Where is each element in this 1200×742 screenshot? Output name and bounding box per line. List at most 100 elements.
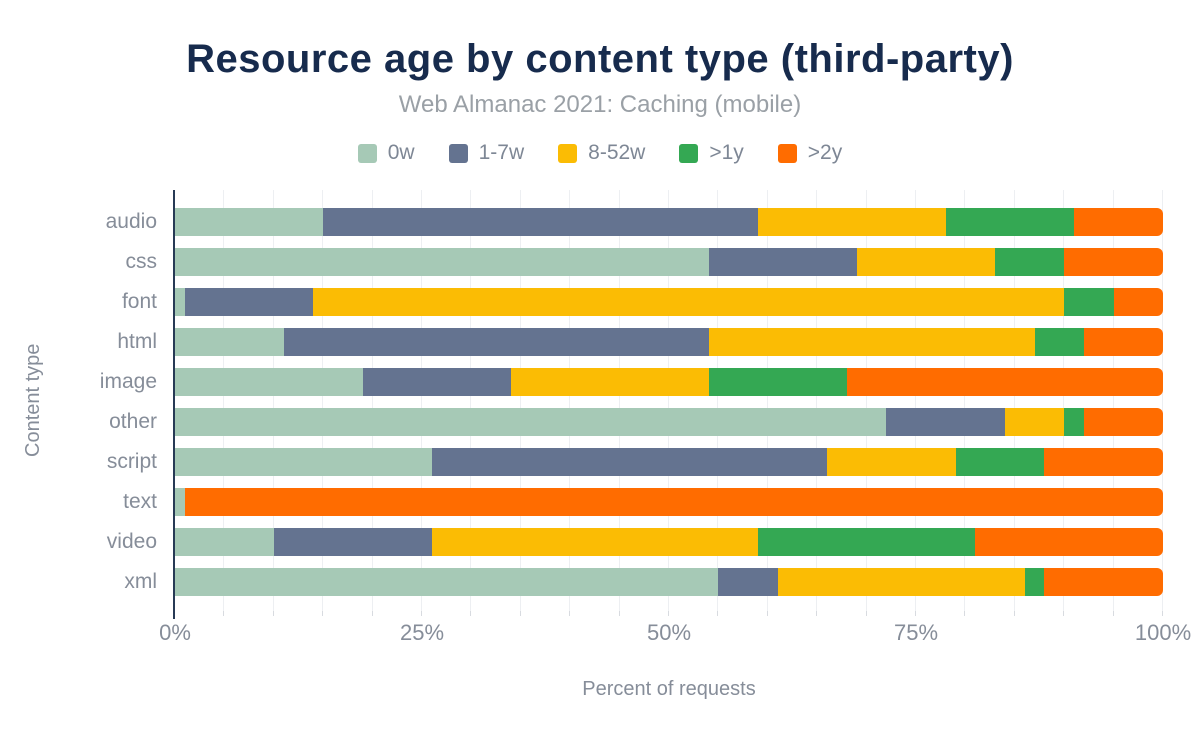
legend: 0w 1-7w 8-52w >1y >2y xyxy=(0,139,1200,167)
plot-area xyxy=(173,190,1163,613)
bar-row-html xyxy=(175,328,1163,356)
legend-item-8-52w: 8-52w xyxy=(558,141,645,165)
legend-label: >2y xyxy=(807,141,843,164)
bar-segment-font->2y xyxy=(1113,288,1163,316)
tick-mark-60 xyxy=(766,611,768,616)
bar-row-xml xyxy=(175,568,1163,596)
x-tick-label-75: 75% xyxy=(893,620,939,645)
tick-mark-50 xyxy=(668,611,669,616)
legend-item->1y: >1y xyxy=(679,141,744,165)
bar-segment-audio->1y xyxy=(945,208,1075,236)
gridline-25 xyxy=(421,190,422,611)
bar-segment-html->1y xyxy=(1034,328,1084,356)
bar-segment-script-0w xyxy=(175,448,432,476)
y-category-label: text xyxy=(123,490,157,513)
bar-row-video xyxy=(175,528,1163,556)
y-category-label: xml xyxy=(124,570,157,593)
tick-mark-20 xyxy=(371,611,373,616)
bar-segment-other-0w xyxy=(175,408,887,436)
tick-mark-75 xyxy=(915,611,916,616)
tick-mark-80 xyxy=(964,611,966,616)
bar-row-css xyxy=(175,248,1163,276)
tick-mark-40 xyxy=(569,611,571,616)
legend-label: >1y xyxy=(709,141,744,164)
bar-segment-css->2y xyxy=(1064,248,1163,276)
bar-segment-css-1-7w xyxy=(708,248,857,276)
tick-mark-15 xyxy=(322,611,324,616)
tick-mark-30 xyxy=(470,611,472,616)
bar-segment-html->2y xyxy=(1083,328,1163,356)
bar-row-image xyxy=(175,368,1163,396)
tick-mark-100 xyxy=(1162,611,1163,616)
bar-segment-xml-8-52w xyxy=(777,568,1025,596)
legend-swatch-icon xyxy=(777,143,797,163)
gridline-100 xyxy=(1162,190,1163,611)
bar-segment-font-0w xyxy=(175,288,185,316)
tick-mark-10 xyxy=(272,611,274,616)
y-category-label: image xyxy=(99,370,157,393)
bar-segment-xml->1y xyxy=(1024,568,1045,596)
bar-segment-html-1-7w xyxy=(283,328,709,356)
legend-label: 0w xyxy=(387,141,415,164)
bar-segment-image->1y xyxy=(708,368,847,396)
y-category-label: video xyxy=(106,530,157,553)
bar-segment-html-0w xyxy=(175,328,284,356)
bar-segment-video-0w xyxy=(175,528,274,556)
bar-segment-script-1-7w xyxy=(431,448,828,476)
bar-row-other xyxy=(175,408,1163,436)
bar-segment-image-0w xyxy=(175,368,363,396)
bar-segment-video-1-7w xyxy=(273,528,432,556)
gridline-15 xyxy=(322,190,324,611)
bar-segment-audio-8-52w xyxy=(757,208,946,236)
gridline-85 xyxy=(1013,190,1015,611)
bar-segment-image-8-52w xyxy=(510,368,709,396)
gridline-10 xyxy=(272,190,274,611)
legend-swatch-icon xyxy=(448,143,468,163)
tick-mark-45 xyxy=(618,611,620,616)
x-axis-tick-labels: 0% 25% 50% 75% 100% xyxy=(159,620,1191,648)
bar-segment-html-8-52w xyxy=(708,328,1035,356)
bar-segment-font->1y xyxy=(1064,288,1114,316)
gridline-20 xyxy=(371,190,373,611)
bar-segment-css-0w xyxy=(175,248,709,276)
tick-mark-90 xyxy=(1063,611,1065,616)
bar-segment-font-8-52w xyxy=(313,288,1065,316)
legend-item->2y: >2y xyxy=(777,141,843,165)
bar-segment-other-8-52w xyxy=(1004,408,1065,436)
gridline-60 xyxy=(766,190,768,611)
gridline-50 xyxy=(668,190,669,611)
y-category-label: script xyxy=(106,450,157,473)
bar-segment-image-1-7w xyxy=(362,368,511,396)
bar-segment-other->2y xyxy=(1083,408,1163,436)
tick-mark-65 xyxy=(816,611,818,616)
x-tick-label-25: 25% xyxy=(399,620,445,645)
gridline-55 xyxy=(717,190,719,611)
bar-row-text xyxy=(175,488,1163,516)
bar-segment-text-0w xyxy=(175,488,185,516)
x-tick-label-50: 50% xyxy=(646,620,692,645)
bar-segment-xml->2y xyxy=(1044,568,1163,596)
gridline-35 xyxy=(519,190,521,611)
tick-mark-25 xyxy=(421,611,422,616)
bar-segment-xml-0w xyxy=(175,568,719,596)
bar-segment-other->1y xyxy=(1064,408,1084,436)
bar-segment-xml-1-7w xyxy=(718,568,778,596)
tick-mark-55 xyxy=(717,611,719,616)
x-tick-label-0: 0% xyxy=(159,620,191,645)
gridline-65 xyxy=(816,190,818,611)
legend-swatch-icon xyxy=(558,143,578,163)
tick-mark-95 xyxy=(1112,611,1114,616)
tick-mark-70 xyxy=(865,611,867,616)
tick-mark-5 xyxy=(223,611,225,616)
legend-item-0w: 0w xyxy=(357,141,415,165)
gridline-95 xyxy=(1112,190,1114,611)
bar-row-script xyxy=(175,448,1163,476)
gridline-70 xyxy=(865,190,867,611)
y-axis-line xyxy=(173,190,175,613)
legend-swatch-icon xyxy=(679,143,699,163)
legend-label: 8-52w xyxy=(588,141,646,164)
x-axis-ticks xyxy=(173,611,1163,619)
chart-title: Resource age by content type (third-part… xyxy=(186,37,1014,81)
bar-segment-audio->2y xyxy=(1074,208,1163,236)
gridline-40 xyxy=(569,190,571,611)
